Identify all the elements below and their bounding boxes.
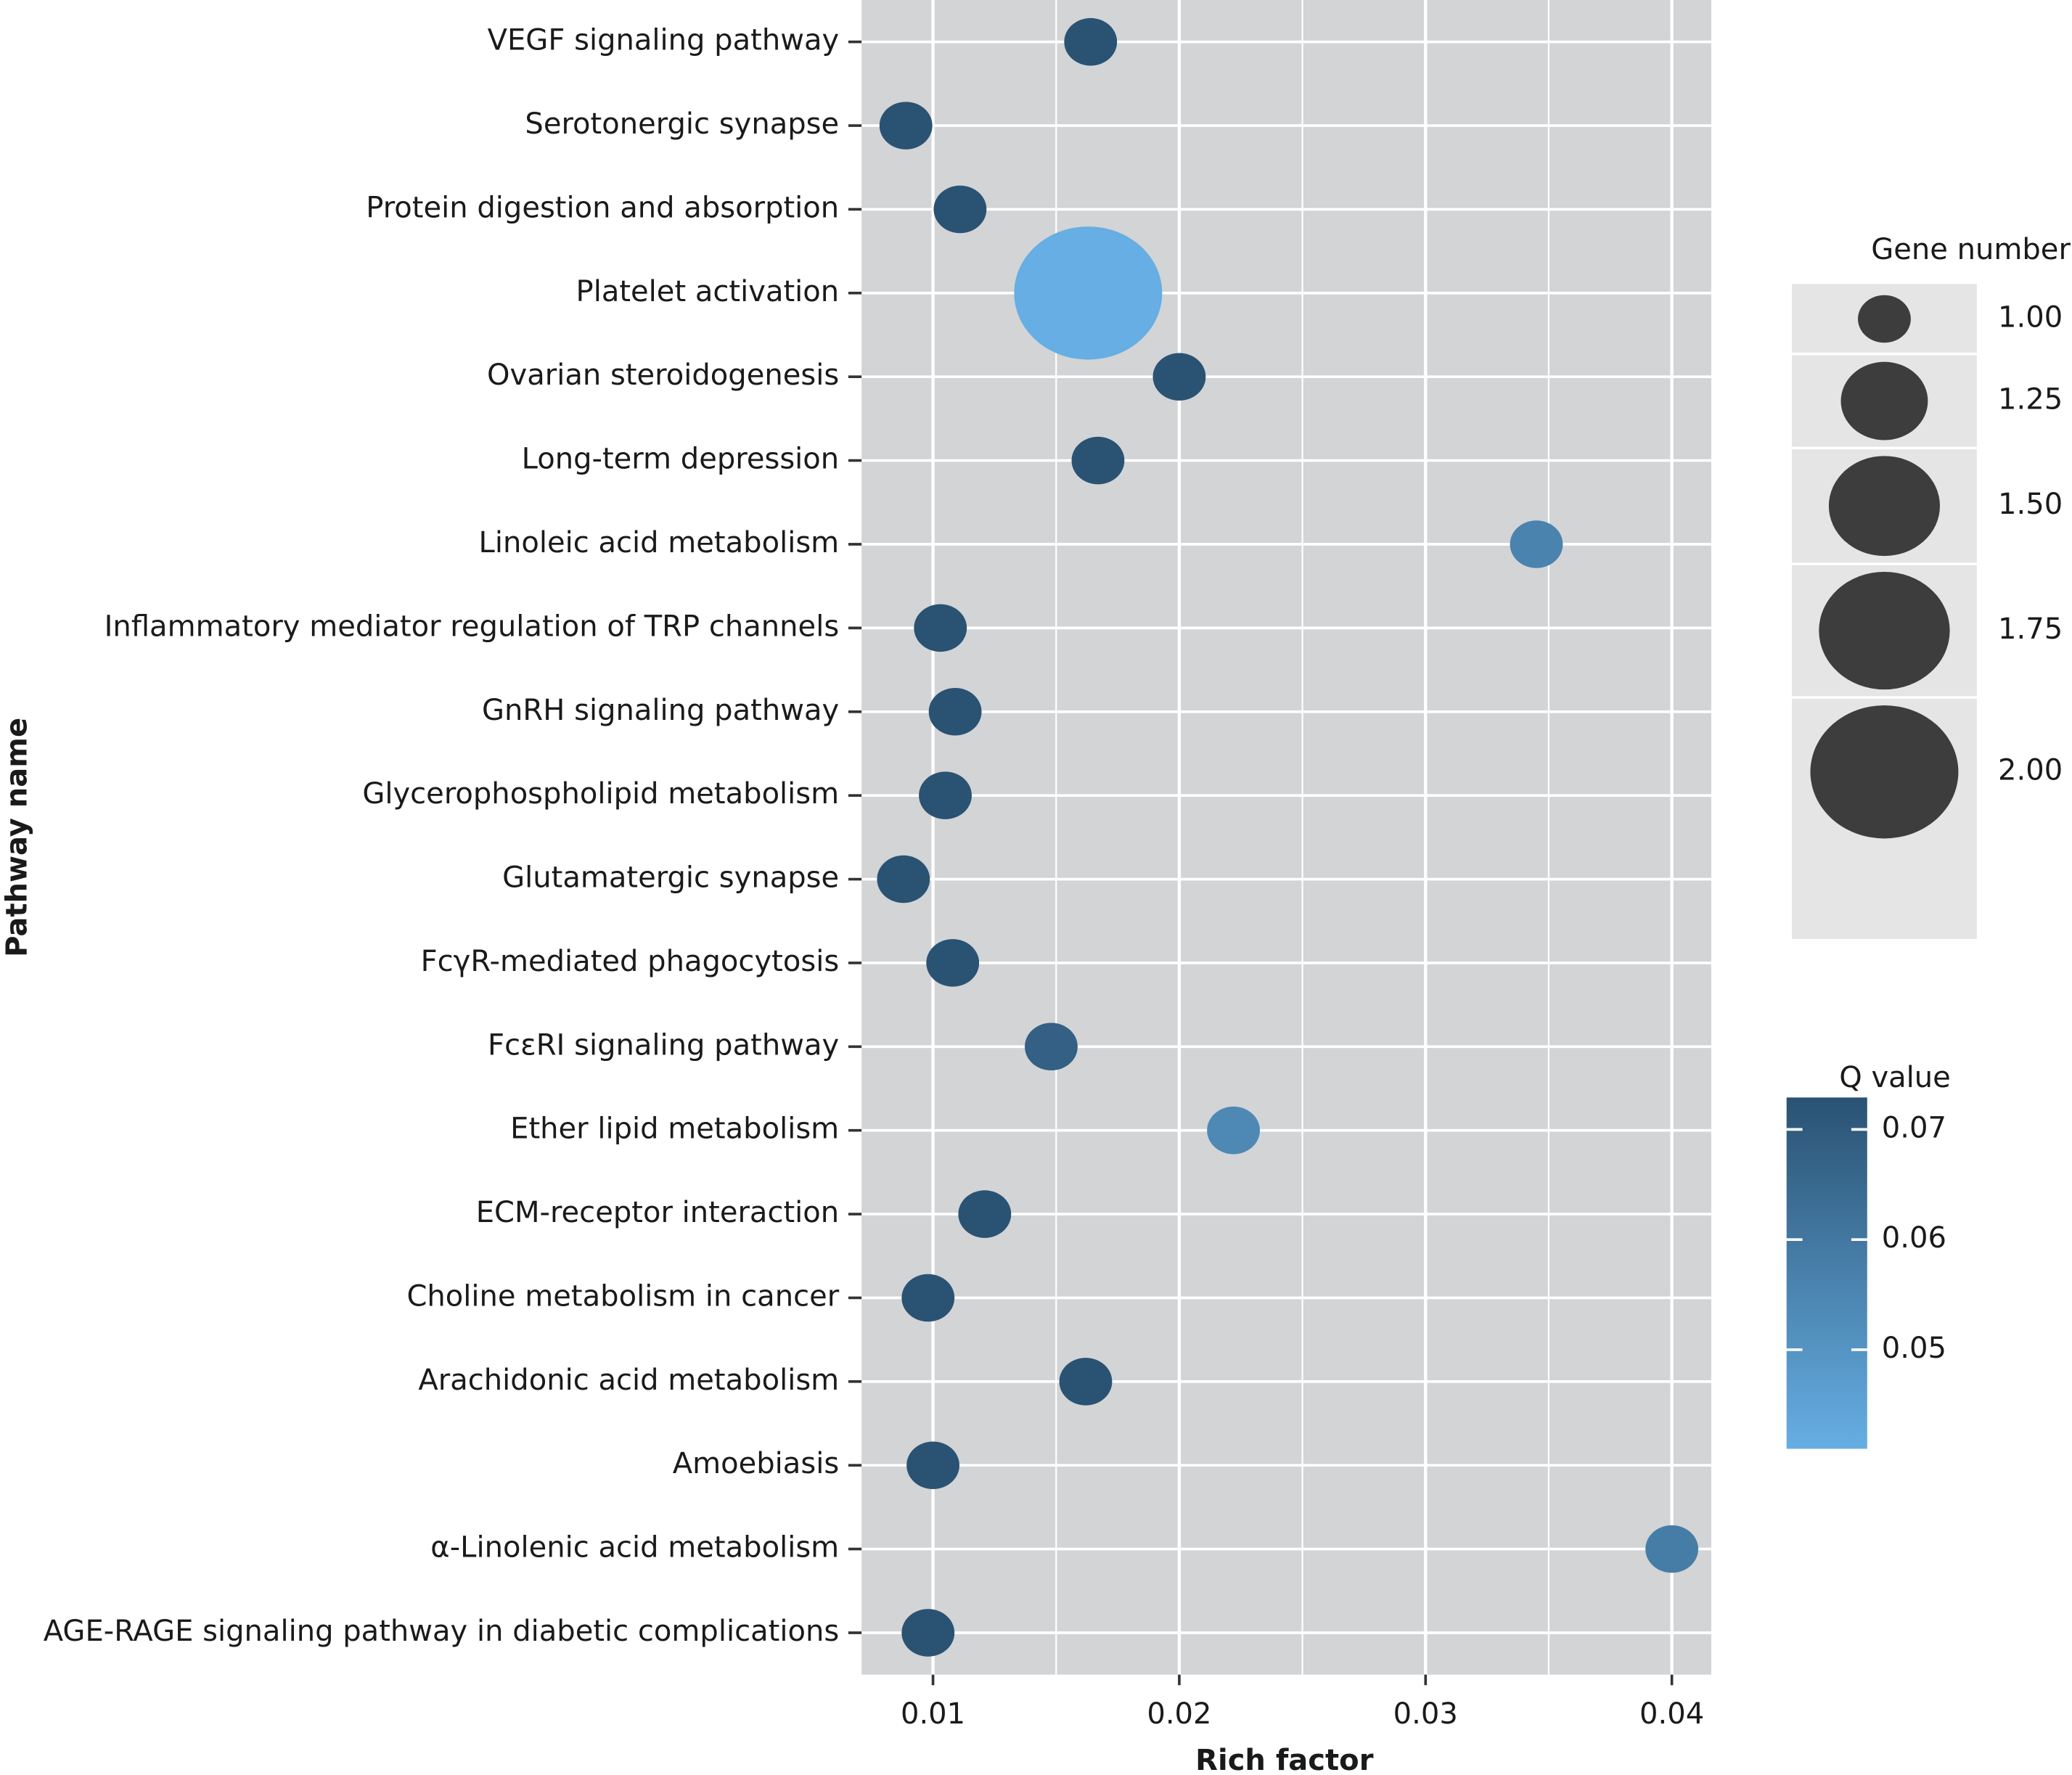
bubble bbox=[877, 855, 930, 903]
y-tick-label: Linoleic acid metabolism bbox=[479, 526, 840, 559]
size-key-label: 2.00 bbox=[1998, 754, 2063, 787]
x-tick-label: 0.04 bbox=[1639, 1697, 1704, 1731]
y-tick-label: Protein digestion and absorption bbox=[366, 191, 839, 224]
bubble bbox=[919, 771, 972, 819]
bubble bbox=[1059, 1358, 1113, 1406]
color-tick-label: 0.06 bbox=[1882, 1221, 1946, 1255]
bubble bbox=[1071, 436, 1125, 485]
y-tick-label: Platelet activation bbox=[576, 275, 840, 308]
bubble bbox=[1207, 1106, 1260, 1155]
y-tick-label: VEGF signaling pathway bbox=[488, 24, 840, 57]
y-tick-label: Amoebiasis bbox=[673, 1447, 839, 1480]
y-tick-label: FcεRI signaling pathway bbox=[488, 1028, 839, 1062]
y-tick-label: Serotonergic synapse bbox=[525, 107, 839, 141]
y-tick-label: FcγR-mediated phagocytosis bbox=[421, 945, 840, 978]
x-tick-label: 0.03 bbox=[1393, 1697, 1458, 1731]
bubble bbox=[901, 1274, 955, 1322]
bubble bbox=[1510, 520, 1563, 568]
y-tick-label: Glutamatergic synapse bbox=[502, 861, 839, 895]
x-tick-label: 0.02 bbox=[1147, 1697, 1211, 1731]
y-tick-label: Inflammatory mediator regulation of TRP … bbox=[105, 610, 840, 643]
bubble bbox=[958, 1190, 1012, 1238]
y-tick-label: Arachidonic acid metabolism bbox=[418, 1364, 839, 1397]
bubble bbox=[933, 185, 987, 234]
color-legend-title: Q value bbox=[1839, 1061, 1951, 1094]
y-axis-title: Pathway name bbox=[0, 718, 33, 957]
bubble bbox=[1152, 353, 1206, 401]
bubble bbox=[926, 939, 980, 987]
color-bar bbox=[1786, 1097, 1867, 1449]
x-axis-title: Rich factor bbox=[1195, 1744, 1374, 1775]
y-tick-label: Ovarian steroidogenesis bbox=[487, 358, 839, 392]
bubble bbox=[906, 1441, 959, 1489]
size-key bbox=[1858, 295, 1911, 343]
bubble bbox=[1025, 1022, 1078, 1071]
size-key-label: 1.50 bbox=[1998, 488, 2063, 521]
size-key-label: 1.25 bbox=[1998, 383, 2063, 417]
y-tick-label: Glycerophospholipid metabolism bbox=[362, 777, 839, 811]
y-tick-label: AGE-RAGE signaling pathway in diabetic c… bbox=[44, 1615, 839, 1648]
bubble bbox=[1014, 226, 1163, 360]
y-tick-label: ECM-receptor interaction bbox=[476, 1196, 839, 1229]
bubble bbox=[879, 102, 933, 149]
size-key bbox=[1840, 361, 1928, 440]
y-tick-label: α-Linolenic acid metabolism bbox=[430, 1531, 839, 1565]
color-tick-label: 0.07 bbox=[1882, 1111, 1946, 1144]
size-key-label: 1.00 bbox=[1998, 301, 2063, 335]
y-tick-label: Long-term depression bbox=[522, 443, 840, 476]
bubble bbox=[1645, 1525, 1699, 1573]
y-tick-label: GnRH signaling pathway bbox=[482, 694, 839, 727]
y-tick-label: Ether lipid metabolism bbox=[510, 1112, 839, 1146]
bubble bbox=[1064, 17, 1118, 66]
size-key bbox=[1828, 456, 1941, 557]
bubble bbox=[901, 1609, 955, 1657]
bubble bbox=[914, 604, 967, 652]
plot-panel bbox=[861, 0, 1711, 1675]
size-legend-title: Gene number bbox=[1871, 233, 2071, 266]
bubble bbox=[928, 688, 982, 736]
x-tick-label: 0.01 bbox=[901, 1697, 965, 1731]
size-key-label: 1.75 bbox=[1998, 612, 2063, 646]
size-key bbox=[1810, 705, 1959, 839]
color-tick-label: 0.05 bbox=[1882, 1332, 1946, 1365]
y-tick-label: Choline metabolism in cancer bbox=[406, 1279, 839, 1313]
size-key bbox=[1819, 571, 1950, 690]
